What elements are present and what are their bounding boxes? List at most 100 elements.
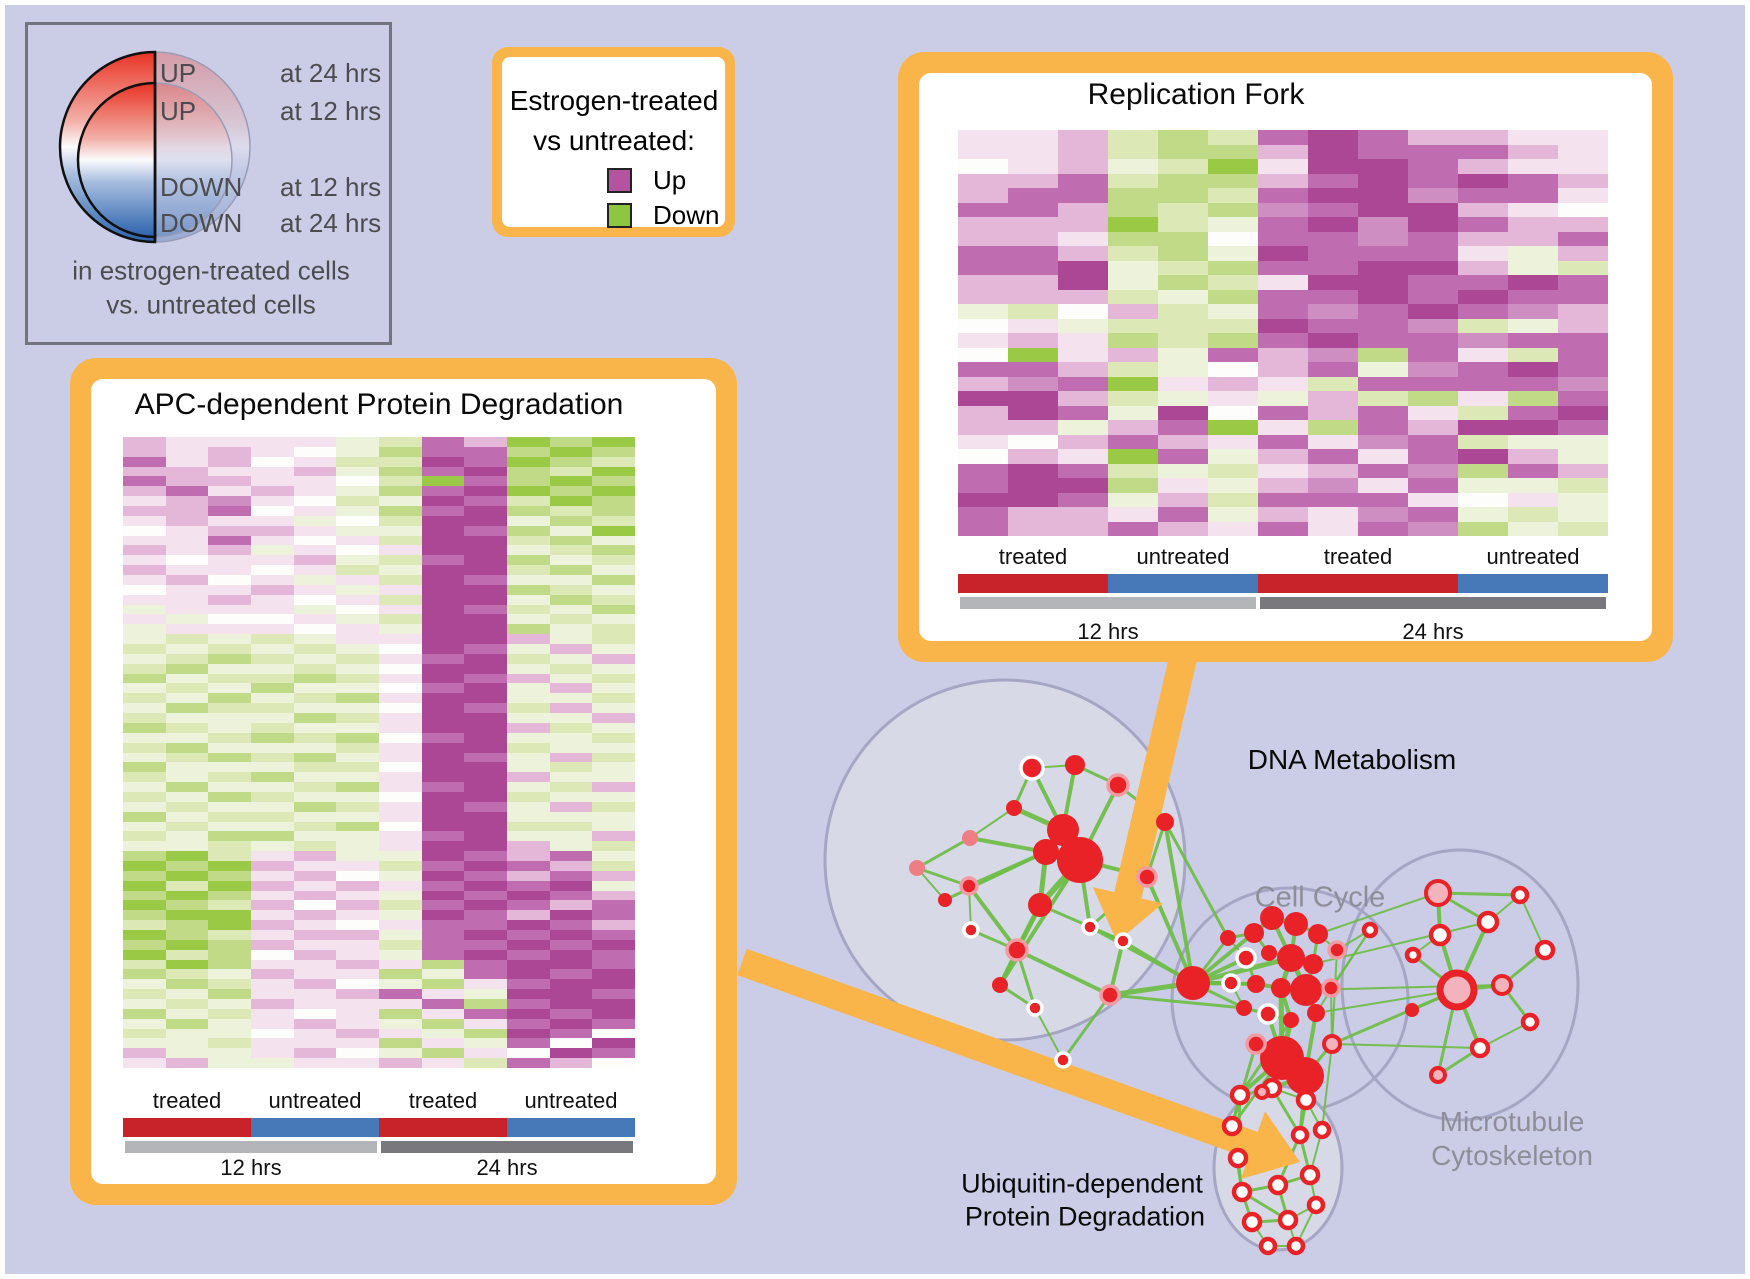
heatmap-cell: [336, 604, 379, 615]
heatmap-cell: [250, 535, 294, 546]
down-label: Down: [653, 200, 720, 230]
heatmap-cell: [336, 762, 379, 773]
heatmap-cell: [250, 860, 294, 871]
heatmap-cell: [549, 693, 593, 704]
heatmap-cell: [1308, 275, 1358, 290]
heatmap-cell: [1308, 289, 1358, 304]
heatmap-cell: [958, 376, 1008, 391]
heatmap-cell: [293, 614, 337, 625]
heatmap-cell: [123, 506, 166, 516]
heatmap-cell: [464, 929, 507, 940]
heatmap-cell: [1258, 434, 1308, 449]
heatmap-cell: [1458, 492, 1508, 507]
heatmap-cell: [250, 998, 294, 1009]
condition-group-label: untreated: [1136, 544, 1230, 569]
heatmap-cell: [1508, 507, 1558, 522]
heatmap-cell: [549, 456, 593, 467]
network-node: [1247, 975, 1265, 993]
heatmap-cell: [123, 732, 166, 743]
heatmap-cell: [464, 644, 507, 654]
heatmap-cell: [421, 998, 465, 1009]
heatmap-cell: [1458, 275, 1508, 290]
heatmap-cell: [1458, 507, 1508, 522]
heatmap-cell: [378, 1048, 422, 1059]
heatmap-row: [958, 260, 1608, 275]
heatmap-cell: [1558, 333, 1608, 348]
heatmap-cell: [464, 614, 507, 625]
heatmap-cell: [1258, 478, 1308, 493]
heatmap-cell: [592, 446, 635, 457]
heatmap-cell: [123, 920, 166, 930]
heatmap-cell: [1158, 231, 1208, 246]
heatmap-cell: [293, 693, 337, 704]
heatmap-cell: [1208, 478, 1258, 493]
heatmap-cell: [549, 890, 593, 901]
heatmap-cell: [592, 653, 635, 664]
heatmap-cell: [1308, 144, 1358, 159]
heatmap-cell: [208, 496, 251, 507]
heatmap-cell: [549, 929, 593, 940]
heatmap-cell: [208, 653, 251, 664]
heatmap-cell: [958, 507, 1008, 522]
node-color-decoder-legend: UP UP DOWN DOWN at 24 hrs at 12 hrs at 1…: [25, 22, 392, 345]
heatmap-cell: [123, 841, 166, 852]
heatmap-cell: [378, 594, 422, 605]
heatmap-cell: [464, 653, 507, 664]
heatmap-cell: [549, 614, 593, 625]
heatmap-cell: [1508, 173, 1558, 188]
heatmap-cell: [1108, 449, 1158, 464]
heatmap-cell: [1458, 478, 1508, 493]
condition-group-label: untreated: [524, 1088, 618, 1113]
heatmap-cell: [1358, 246, 1408, 261]
heatmap-row: [123, 1018, 635, 1029]
heatmap-cell: [421, 506, 465, 516]
heatmap-cell: [421, 900, 465, 911]
heatmap-cell: [1058, 376, 1108, 391]
network-node: [1405, 1003, 1419, 1017]
network-edge: [969, 807, 1015, 839]
heatmap-cell: [378, 752, 422, 763]
cluster-microtubule: [1340, 848, 1580, 1122]
heatmap-cell: [336, 920, 379, 930]
heatmap-cell: [592, 900, 635, 911]
heatmap-cell: [1108, 304, 1158, 319]
heatmap-cell: [592, 732, 635, 743]
heatmap-cell: [1358, 507, 1408, 522]
heatmap-cell: [208, 939, 251, 950]
heatmap-cell: [1508, 304, 1558, 319]
heatmap-cell: [464, 624, 507, 635]
heatmap-cell: [378, 644, 422, 654]
heatmap-cell: [1058, 347, 1108, 362]
heatmap-cell: [421, 683, 465, 694]
heatmap-cell: [1008, 260, 1058, 275]
heatmap-cell: [1258, 260, 1308, 275]
heatmap-cell: [464, 890, 507, 901]
heatmap-cell: [506, 506, 550, 516]
heatmap-cell: [1558, 405, 1608, 420]
heatmap-cell: [592, 949, 635, 960]
heatmap-cell: [336, 998, 379, 1009]
heatmap-cell: [293, 584, 337, 595]
heatmap-cell: [1408, 202, 1458, 217]
heatmap-cell: [208, 663, 251, 674]
heatmap-cell: [336, 1038, 379, 1049]
heatmap-cell: [464, 1038, 507, 1049]
heatmap-cell: [165, 565, 209, 576]
heatmap-row: [958, 289, 1608, 304]
heatmap-cell: [506, 673, 550, 684]
heatmap-cell: [1108, 420, 1158, 435]
heatmap-cell: [250, 594, 294, 605]
heatmap-cell: [421, 772, 465, 783]
heatmap-cell: [549, 880, 593, 891]
heatmap-cell: [464, 949, 507, 960]
heatmap-cell: [123, 1038, 166, 1049]
heatmap-cell: [250, 791, 294, 802]
heatmap-cell: [1358, 405, 1408, 420]
heatmap-cell: [123, 515, 166, 526]
heatmap-cell: [250, 545, 294, 556]
heatmap-cell: [336, 1028, 379, 1039]
heatmap-cell: [549, 496, 593, 507]
heatmap-cell: [123, 791, 166, 802]
heatmap-cell: [1458, 304, 1508, 319]
heatmap-cell: [1008, 217, 1058, 232]
